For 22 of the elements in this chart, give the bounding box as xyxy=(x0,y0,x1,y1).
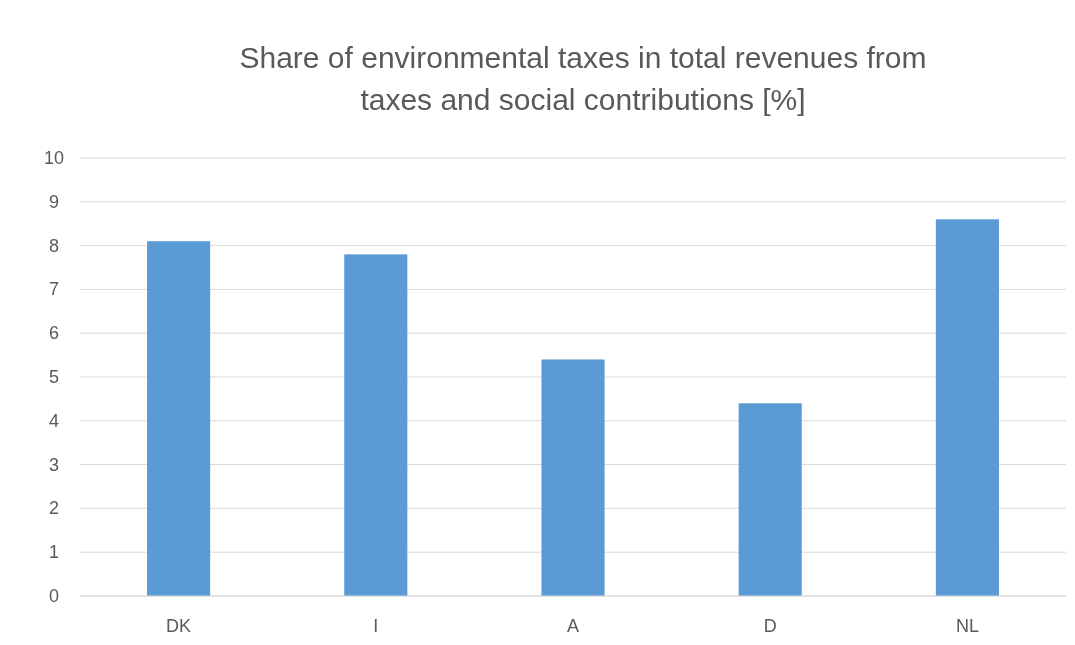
y-tick-label: 7 xyxy=(48,279,60,300)
bar xyxy=(541,359,605,596)
bar xyxy=(344,254,408,596)
y-tick-label: 2 xyxy=(48,498,60,519)
bar xyxy=(738,403,802,596)
x-tick-label: D xyxy=(763,616,777,636)
y-tick-label: 10 xyxy=(43,148,65,168)
x-tick-label: NL xyxy=(955,616,979,636)
bar xyxy=(935,219,999,596)
y-tick-label: 3 xyxy=(48,454,60,475)
y-tick-label: 9 xyxy=(48,191,60,212)
chart-title: Share of environmental taxes in total revenues from taxes and social contributions [%] xyxy=(239,41,927,116)
bar xyxy=(147,241,211,596)
x-tick-label: A xyxy=(566,616,580,636)
y-tick-label: 8 xyxy=(48,235,60,256)
y-tick-label: 1 xyxy=(48,542,60,563)
y-tick-label: 5 xyxy=(48,367,60,387)
y-tick-label: 0 xyxy=(48,586,60,606)
y-tick-label: 4 xyxy=(48,410,60,431)
y-tick-label: 6 xyxy=(48,323,60,344)
x-tick-label: DK xyxy=(166,616,192,636)
x-tick-label: I xyxy=(373,616,379,636)
